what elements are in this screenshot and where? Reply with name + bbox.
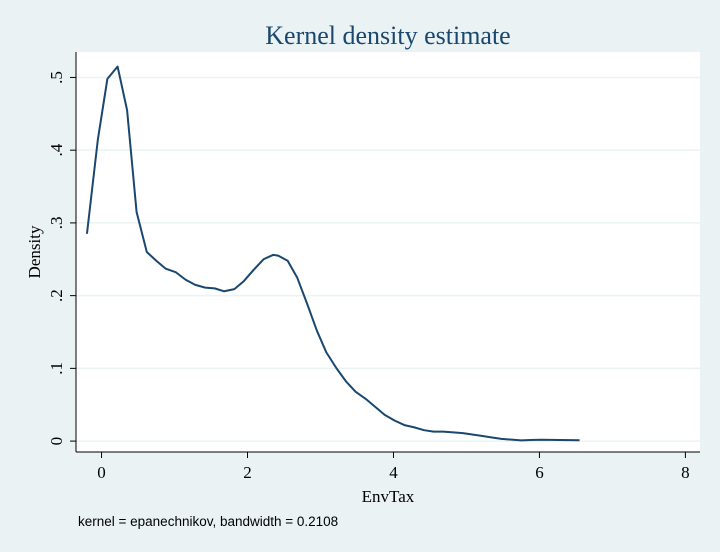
y-tick-label: .2 [47, 289, 66, 302]
plot-area [76, 52, 700, 452]
chart-title: Kernel density estimate [265, 21, 510, 50]
x-tick-label: 2 [243, 463, 252, 482]
y-tick-label: .5 [47, 71, 66, 84]
x-axis: 0 2 4 6 8 [76, 451, 700, 482]
y-tick-label: .3 [47, 217, 66, 230]
x-tick-label: 0 [97, 463, 106, 482]
y-axis-title: Density [25, 225, 44, 278]
kernel-note: kernel = epanechnikov, bandwidth = 0.210… [78, 514, 338, 529]
y-tick-label: .1 [47, 362, 66, 375]
y-tick-label: .4 [47, 143, 66, 156]
x-tick-label: 4 [389, 463, 398, 482]
y-tick-label: 0 [47, 437, 66, 446]
x-axis-title: EnvTax [362, 487, 415, 506]
x-tick-label: 6 [535, 463, 544, 482]
density-series-line [85, 65, 580, 442]
x-tick-label: 8 [681, 463, 690, 482]
grid-lines [76, 76, 700, 442]
y-axis: 0 .1 .2 .3 .4 .5 [47, 52, 77, 452]
